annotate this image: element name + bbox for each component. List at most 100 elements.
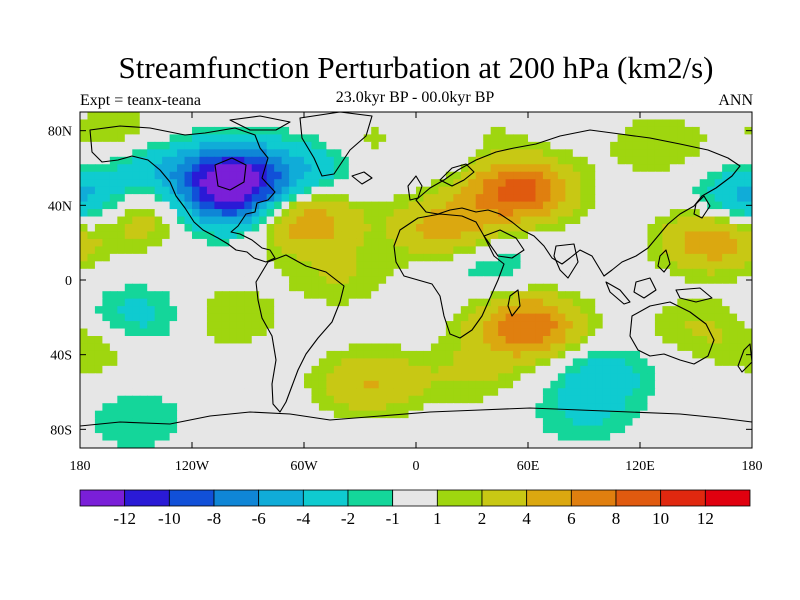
field-cell bbox=[311, 179, 320, 188]
field-cell bbox=[699, 283, 708, 292]
field-cell bbox=[572, 425, 581, 434]
field-cell bbox=[647, 268, 656, 277]
field-cell bbox=[184, 313, 193, 322]
field-cell bbox=[102, 410, 111, 419]
field-cell bbox=[595, 276, 604, 285]
field-cell bbox=[580, 410, 589, 419]
field-cell bbox=[87, 112, 96, 121]
field-cell bbox=[565, 373, 574, 382]
field-cell bbox=[199, 268, 208, 277]
field-cell bbox=[333, 395, 342, 404]
field-cell bbox=[117, 328, 126, 337]
field-cell bbox=[386, 253, 395, 262]
field-cell bbox=[221, 291, 230, 300]
field-cell bbox=[699, 418, 708, 427]
field-cell bbox=[542, 276, 551, 285]
field-cell bbox=[408, 395, 417, 404]
field-cell bbox=[318, 238, 327, 247]
field-cell bbox=[124, 112, 133, 121]
field-cell bbox=[654, 156, 663, 165]
field-cell bbox=[513, 283, 522, 292]
field-cell bbox=[356, 209, 365, 218]
field-cell bbox=[707, 268, 716, 277]
field-cell bbox=[580, 388, 589, 397]
field-cell bbox=[707, 141, 716, 150]
field-cell bbox=[341, 291, 350, 300]
field-cell bbox=[221, 201, 230, 210]
field-cell bbox=[296, 186, 305, 195]
field-cell bbox=[595, 343, 604, 352]
field-cell bbox=[430, 328, 439, 337]
field-cell bbox=[281, 156, 290, 165]
field-cell bbox=[528, 418, 537, 427]
field-cell bbox=[177, 291, 186, 300]
field-cell bbox=[214, 328, 223, 337]
field-cell bbox=[632, 253, 641, 262]
field-cell bbox=[139, 171, 148, 180]
field-cell bbox=[535, 179, 544, 188]
field-cell bbox=[647, 358, 656, 367]
field-cell bbox=[304, 350, 313, 359]
field-cell bbox=[371, 231, 380, 240]
field-cell bbox=[296, 201, 305, 210]
field-cell bbox=[423, 433, 432, 442]
field-cell bbox=[416, 440, 425, 448]
field-cell bbox=[699, 261, 708, 270]
field-cell bbox=[737, 418, 746, 427]
field-cell bbox=[371, 238, 380, 247]
field-cell bbox=[475, 403, 484, 412]
field-cell bbox=[468, 350, 477, 359]
field-cell bbox=[318, 365, 327, 374]
field-cell bbox=[124, 246, 133, 255]
field-cell bbox=[602, 179, 611, 188]
field-cell bbox=[662, 149, 671, 158]
field-cell bbox=[654, 373, 663, 382]
field-cell bbox=[87, 343, 96, 352]
field-cell bbox=[416, 164, 425, 173]
field-cell bbox=[363, 134, 372, 143]
field-cell bbox=[505, 350, 514, 359]
y-tick-label: 40S bbox=[50, 349, 72, 364]
field-cell bbox=[296, 126, 305, 135]
field-cell bbox=[318, 410, 327, 419]
field-cell bbox=[535, 238, 544, 247]
field-cell bbox=[550, 298, 559, 307]
field-cell bbox=[580, 291, 589, 300]
field-cell bbox=[333, 410, 342, 419]
field-cell bbox=[677, 112, 686, 121]
field-cell bbox=[147, 410, 156, 419]
field-cell bbox=[654, 141, 663, 150]
field-cell bbox=[274, 410, 283, 419]
field-cell bbox=[236, 380, 245, 389]
field-cell bbox=[505, 425, 514, 434]
field-cell bbox=[184, 149, 193, 158]
field-cell bbox=[386, 313, 395, 322]
field-cell bbox=[647, 141, 656, 150]
field-cell bbox=[154, 403, 163, 412]
field-cell bbox=[610, 194, 619, 203]
field-cell bbox=[259, 433, 268, 442]
field-cell bbox=[154, 261, 163, 270]
field-cell bbox=[378, 209, 387, 218]
field-cell bbox=[236, 410, 245, 419]
field-cell bbox=[221, 373, 230, 382]
field-cell bbox=[625, 246, 634, 255]
field-cell bbox=[326, 261, 335, 270]
field-cell bbox=[513, 134, 522, 143]
field-cell bbox=[333, 201, 342, 210]
field-cell bbox=[542, 216, 551, 225]
field-cell bbox=[580, 246, 589, 255]
field-cell bbox=[625, 268, 634, 277]
field-cell bbox=[662, 261, 671, 270]
field-cell bbox=[490, 291, 499, 300]
field-cell bbox=[117, 112, 126, 121]
field-cell bbox=[244, 186, 253, 195]
field-cell bbox=[647, 440, 656, 448]
field-cell bbox=[296, 224, 305, 233]
field-cell bbox=[192, 201, 201, 210]
field-cell bbox=[221, 119, 230, 128]
field-cell bbox=[744, 336, 752, 345]
field-cell bbox=[662, 276, 671, 285]
field-cell bbox=[206, 350, 215, 359]
field-cell bbox=[729, 373, 738, 382]
